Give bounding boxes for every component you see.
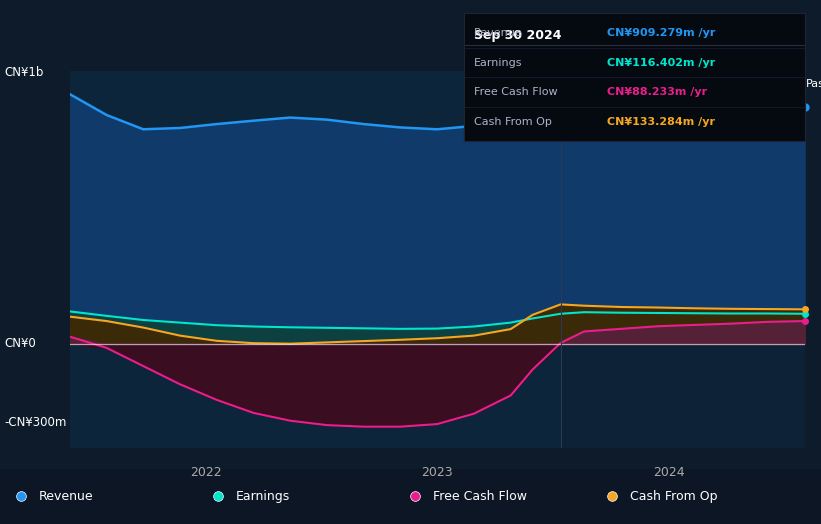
- Text: Cash From Op: Cash From Op: [630, 490, 718, 503]
- Text: CN¥133.284m /yr: CN¥133.284m /yr: [607, 116, 715, 127]
- Bar: [561, 71, 805, 448]
- Text: CN¥0: CN¥0: [4, 337, 36, 351]
- Text: 2022: 2022: [190, 466, 222, 479]
- Text: 2023: 2023: [421, 466, 453, 479]
- Text: Free Cash Flow: Free Cash Flow: [433, 490, 526, 503]
- Text: CN¥1b: CN¥1b: [4, 66, 44, 79]
- Text: CN¥88.233m /yr: CN¥88.233m /yr: [607, 87, 707, 97]
- Text: -CN¥300m: -CN¥300m: [4, 416, 67, 429]
- Text: Earnings: Earnings: [236, 490, 290, 503]
- Text: Earnings: Earnings: [474, 58, 523, 68]
- Text: Past: Past: [806, 79, 821, 89]
- Text: CN¥116.402m /yr: CN¥116.402m /yr: [607, 58, 715, 68]
- Text: Revenue: Revenue: [474, 28, 523, 38]
- Text: 2024: 2024: [653, 466, 685, 479]
- Text: Revenue: Revenue: [39, 490, 94, 503]
- Text: Free Cash Flow: Free Cash Flow: [474, 87, 557, 97]
- Text: Sep 30 2024: Sep 30 2024: [474, 28, 562, 41]
- Text: CN¥909.279m /yr: CN¥909.279m /yr: [607, 28, 715, 38]
- Text: Cash From Op: Cash From Op: [474, 116, 552, 127]
